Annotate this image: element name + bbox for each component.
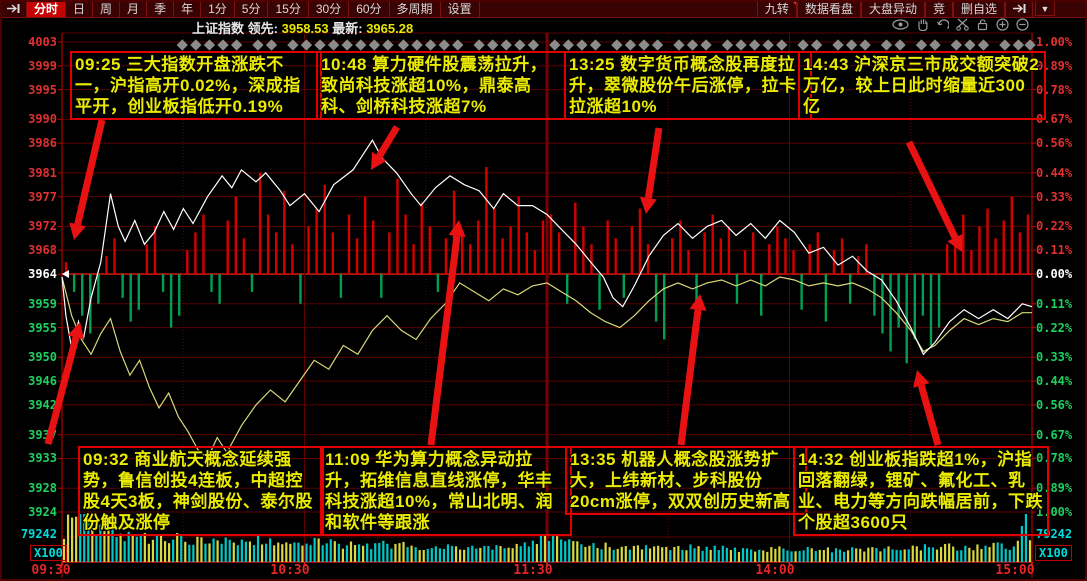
pct-label: 0.33% [1036,189,1073,204]
price-label: 3972 [28,219,57,234]
pct-label: 1.00% [1036,35,1073,49]
leading-value: 3958.53 [281,21,329,36]
period-toolbar: 分时日周月季年 1分 5分 15分 30分 60分 多周期 设置 九转 数据看盘 大盘异动竞删自选… [0,0,1087,18]
tab-分时[interactable]: 分时 [27,0,67,17]
eye-icon[interactable] [892,19,909,30]
tab-60分[interactable]: 60分 [349,0,390,17]
pct-label: 0.44% [1036,165,1073,180]
drawing-toolbar [892,18,1029,31]
zoom-in-icon[interactable] [996,18,1009,31]
time-label-1500: 15:00 [995,563,1035,578]
tab-周[interactable]: 周 [93,0,121,17]
latest-value: 3965.28 [366,21,414,36]
leading-label: 领先: [247,21,278,36]
tab-设置[interactable]: 设置 [441,0,480,17]
tab-月[interactable]: 月 [120,0,148,17]
toolbar-item-九转[interactable]: 九转 [756,0,797,17]
volume-unit-left: X100 [30,545,67,561]
index-quote-line: 上证指数 领先: 3958.53 最新: 3965.28 [192,18,413,37]
price-label: 3968 [28,243,57,258]
volume-max-right: 79242 [1036,527,1073,541]
annotation-0932: 09:32 商业航天概念延续强势，鲁信创投4连板，中超控股4天3板，神剑股份、泰… [78,446,324,536]
tab-季[interactable]: 季 [147,0,175,17]
pct-label: 0.22% [1036,219,1073,234]
price-label: 3924 [28,505,57,519]
price-label: 3990 [28,112,57,127]
price-label: 3937 [28,427,57,442]
pct-label: 0.78% [1036,451,1073,466]
pct-label: 0.44% [1036,374,1073,389]
annotation-1335: 13:35 机器人概念股涨势扩大，上纬新材、步科股份20cm涨停，双双创历史新高 [565,446,807,515]
price-label: 3981 [28,165,57,180]
pct-label: 0.11% [1036,296,1073,311]
price-label: 3955 [28,320,57,335]
annotation-1325: 13:25 数字货币概念股再度拉升，翠微股份午后涨停，拉卡拉涨超10% [564,51,812,120]
price-label: 3986 [28,136,57,151]
latest-label: 最新: [332,21,363,36]
annotation-1048: 10:48 算力硬件股震荡拉升，致尚科技涨超10%，鼎泰高科、剑桥科技涨超7% [316,51,566,120]
pct-label: 0.22% [1036,320,1073,335]
price-label: 3964 [28,267,57,282]
price-label: 3928 [28,481,57,496]
volume-unit-right: X100 [1035,545,1072,561]
undo-icon[interactable] [936,18,949,31]
tab-15分[interactable]: 15分 [268,0,309,17]
pct-label: 0.11% [1036,243,1073,258]
time-label-1130: 11:30 [513,563,553,578]
annotation-1109: 11:09 华为算力概念异动拉升，拓维信息直线涨停，华丰科技涨超10%，常山北明… [320,446,572,536]
annotation-0925: 09:25 三大指数开盘涨跌不一，沪指高开0.02%，深成指平开，创业板指低开0… [70,51,322,120]
toolbar-item-数据看盘[interactable]: 数据看盘 [796,0,861,17]
toolbar-item-大盘异动[interactable]: 大盘异动 [860,0,925,17]
tab-30分[interactable]: 30分 [309,0,350,17]
price-label: 3933 [28,451,57,466]
hand-pan-icon[interactable] [916,18,929,31]
period-tabs: 分时日周月季年 1分 5分 15分 30分 60分 多周期 设置 [27,0,480,17]
tab-年[interactable]: 年 [174,0,202,17]
price-label: 3999 [28,58,57,73]
price-label: 4003 [28,35,57,49]
price-label: 3995 [28,82,57,97]
annotation-1443: 14:43 沪深京三市成交额突破2万亿，较上日此时缩量近300亿 [798,51,1046,120]
time-label-0930: 09:30 [31,563,71,578]
tab-日[interactable]: 日 [66,0,94,17]
pct-label: 0.56% [1036,397,1073,412]
zoom-out-icon[interactable] [1016,18,1029,31]
pct-label: 1.00% [1036,505,1073,519]
toolbar-item-竞[interactable]: 竞 [924,0,953,17]
price-label: 3942 [28,397,57,412]
jump-forward-icon-right[interactable] [1005,0,1033,17]
time-label-1030: 10:30 [270,563,310,578]
pct-label: 0.33% [1036,350,1073,365]
tab-1分[interactable]: 1分 [201,0,235,17]
pct-label: 0.00% [1036,267,1073,282]
toolbar-right-items: 九转 数据看盘 大盘异动竞删自选 [756,0,1005,17]
pct-label: 0.89% [1036,481,1073,496]
price-label: 3946 [28,374,57,389]
toolbar-dropdown[interactable]: ▼ [1035,1,1055,16]
volume-max-left: 79242 [20,527,57,541]
index-name: 上证指数 [192,21,245,36]
tab-多周期[interactable]: 多周期 [390,0,441,17]
time-label-1400: 14:00 [755,563,795,578]
toolbar-item-删自选[interactable]: 删自选 [952,0,1005,17]
pct-label: 0.67% [1036,427,1073,442]
price-label: 3977 [28,189,57,204]
price-label: 3950 [28,350,57,365]
annotation-1432: 14:32 创业板指跌超1%，沪指回落翻绿，锂矿、氟化工、乳业、电力等方向跌幅居… [793,446,1049,536]
chart-header: 上证指数 领先: 3958.53 最新: 3965.28 [0,17,1087,36]
jump-forward-icon[interactable] [0,0,27,17]
scissors-icon[interactable] [956,18,969,31]
lock-icon[interactable] [976,18,989,31]
pct-label: 0.56% [1036,136,1073,151]
price-label: 3959 [28,296,57,311]
tab-5分[interactable]: 5分 [235,0,269,17]
